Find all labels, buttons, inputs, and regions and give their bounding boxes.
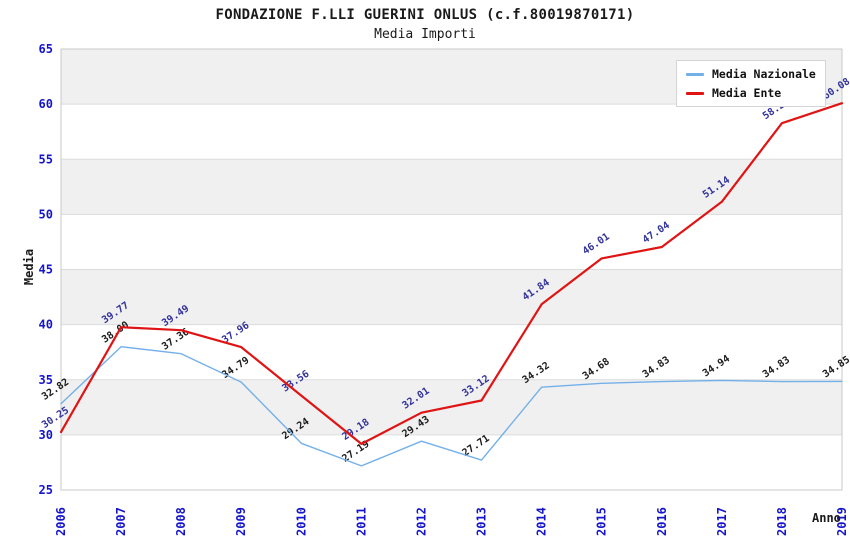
- legend-label-ente: Media Ente: [712, 86, 782, 100]
- x-tick-label: 2013: [475, 507, 489, 536]
- legend-item-nazionale: Media Nazionale: [686, 67, 816, 81]
- ente-line-swatch-icon: [686, 91, 704, 95]
- y-tick-label: 60: [39, 97, 53, 111]
- x-tick-label: 2019: [835, 507, 849, 536]
- x-tick-label: 2016: [655, 507, 669, 536]
- x-tick-label: 2018: [775, 507, 789, 536]
- plot-border: [60, 48, 843, 491]
- series-line-ente: [59, 102, 844, 445]
- x-tick-label: 2007: [114, 507, 128, 536]
- y-tick-label: 45: [39, 263, 53, 277]
- x-tick-label: 2017: [715, 507, 729, 536]
- y-tick-label: 65: [39, 42, 53, 56]
- y-tick-label: 55: [39, 152, 53, 166]
- plot-band: [61, 104, 842, 160]
- x-tick-label: 2014: [535, 507, 549, 536]
- nazionale-line-swatch-icon: [686, 72, 704, 76]
- chart-subtitle: Media Importi: [374, 27, 476, 42]
- chart-title: FONDAZIONE F.LLI GUERINI ONLUS (c.f.8001…: [215, 7, 635, 23]
- legend-label-nazionale: Media Nazionale: [712, 67, 816, 81]
- y-tick-label: 25: [39, 483, 53, 497]
- plot-band: [61, 214, 842, 270]
- x-tick-label: 2011: [354, 507, 368, 536]
- x-tick-label: 2006: [54, 507, 68, 536]
- x-tick-label: 2010: [294, 507, 308, 536]
- x-tick-label: 2015: [595, 507, 609, 536]
- x-tick-label: 2012: [414, 507, 428, 536]
- y-axis-title: Media: [22, 248, 36, 286]
- x-tick-label: 2008: [174, 507, 188, 536]
- legend-item-ente: Media Ente: [686, 86, 816, 100]
- y-tick-label: 30: [39, 428, 53, 442]
- y-tick-label: 35: [39, 373, 53, 387]
- x-axis-title: Anno: [812, 511, 841, 525]
- y-tick-label: 50: [39, 207, 53, 221]
- x-tick-label: 2009: [234, 507, 248, 536]
- plot-band: [61, 269, 842, 325]
- legend: Media Nazionale Media Ente: [676, 60, 826, 107]
- series-line-nazionale: [60, 346, 843, 467]
- y-tick-label: 40: [39, 318, 53, 332]
- plot-band: [61, 159, 842, 215]
- plot-band: [61, 434, 842, 490]
